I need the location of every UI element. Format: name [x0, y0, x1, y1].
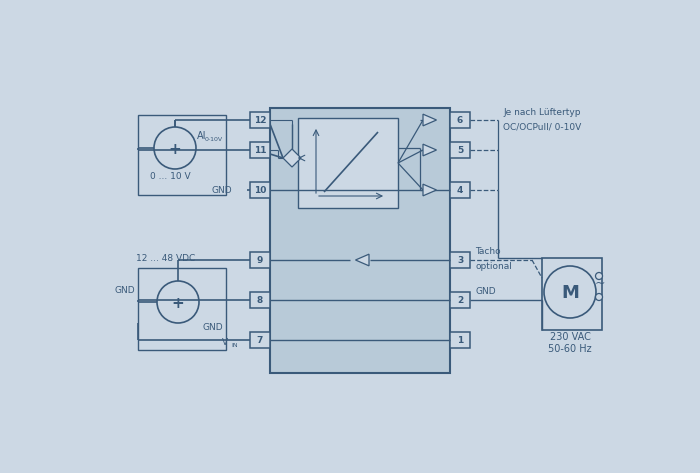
Bar: [450, 112, 470, 128]
Bar: [450, 292, 470, 308]
Text: 7: 7: [257, 335, 263, 344]
Bar: [138, 268, 226, 350]
Circle shape: [596, 272, 603, 280]
Text: 0 ... 10 V: 0 ... 10 V: [150, 172, 190, 181]
Text: 4: 4: [457, 185, 463, 194]
Text: 2: 2: [457, 296, 463, 305]
Bar: [250, 112, 270, 128]
Bar: [542, 258, 602, 330]
Text: 5: 5: [457, 146, 463, 155]
Text: +: +: [169, 141, 181, 157]
Polygon shape: [423, 184, 437, 196]
Bar: [250, 252, 270, 268]
Text: 50-60 Hz: 50-60 Hz: [548, 344, 592, 354]
Text: 3: 3: [457, 255, 463, 264]
Circle shape: [544, 266, 596, 318]
Bar: [298, 118, 398, 208]
Bar: [450, 142, 470, 158]
Text: 12 ... 48 VDC: 12 ... 48 VDC: [136, 254, 195, 263]
Text: GND: GND: [475, 287, 496, 296]
Text: OC/OCPull/ 0-10V: OC/OCPull/ 0-10V: [503, 123, 581, 131]
Text: 12: 12: [253, 115, 266, 124]
Text: Je nach Lüftertyp: Je nach Lüftertyp: [503, 107, 580, 116]
Text: optional: optional: [475, 262, 512, 271]
Bar: [250, 182, 270, 198]
Text: 230 VAC: 230 VAC: [550, 332, 590, 342]
Polygon shape: [283, 149, 301, 167]
Text: ~: ~: [595, 277, 606, 289]
Text: GND: GND: [114, 286, 135, 295]
Bar: [450, 182, 470, 198]
Polygon shape: [356, 254, 369, 266]
Bar: [450, 252, 470, 268]
Text: 1: 1: [457, 335, 463, 344]
Circle shape: [157, 281, 199, 323]
Text: GND: GND: [212, 185, 232, 194]
Text: Tacho: Tacho: [475, 246, 500, 255]
Text: 8: 8: [257, 296, 263, 305]
Circle shape: [596, 294, 603, 300]
Text: IN: IN: [231, 342, 237, 348]
Bar: [250, 142, 270, 158]
Circle shape: [154, 127, 196, 169]
Text: AI: AI: [197, 131, 206, 141]
Bar: [270, 108, 450, 373]
Bar: [250, 292, 270, 308]
Bar: [450, 332, 470, 348]
Text: M: M: [561, 284, 579, 302]
Polygon shape: [423, 114, 437, 126]
Text: 10: 10: [254, 185, 266, 194]
Text: +: +: [172, 296, 184, 310]
Text: V: V: [222, 338, 228, 347]
Bar: [250, 332, 270, 348]
Text: GND: GND: [202, 323, 223, 332]
Text: 0-10V: 0-10V: [205, 137, 223, 141]
Polygon shape: [423, 144, 437, 156]
Text: 9: 9: [257, 255, 263, 264]
Text: 6: 6: [457, 115, 463, 124]
Bar: [138, 115, 226, 195]
Text: 11: 11: [253, 146, 266, 155]
